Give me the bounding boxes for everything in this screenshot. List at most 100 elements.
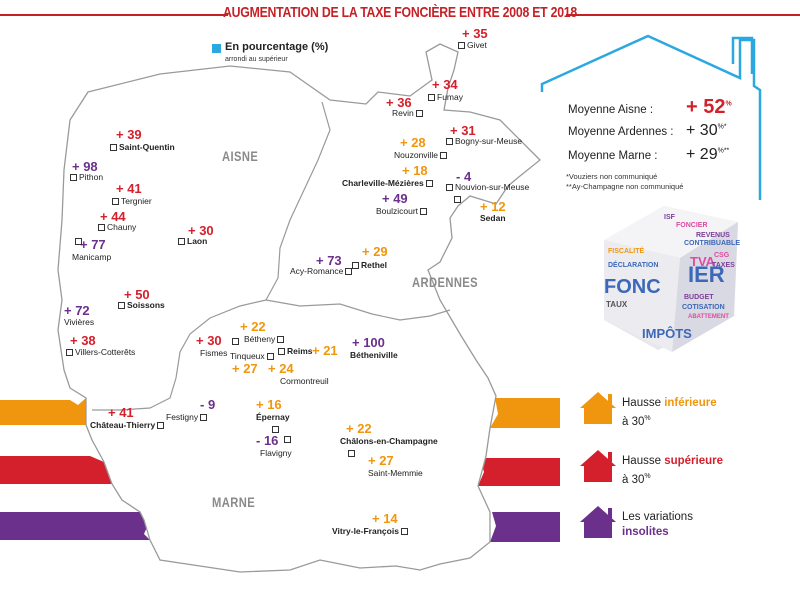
town-betheniville: Bétheniville: [350, 350, 398, 360]
value-cormontreuil: + 24: [268, 361, 294, 376]
avg-value-ardennes: + 30%*: [686, 122, 727, 139]
town-nouvion: Nouvion-sur-Meuse: [444, 182, 529, 192]
value-sedan: + 12: [480, 199, 506, 214]
town-pithon: Pithon: [68, 172, 103, 182]
cube-word-fonc: FONC: [604, 276, 661, 298]
town-chateau-thierry: Château-Thierry: [90, 420, 166, 430]
page-title: AUGMENTATION DE LA TAXE FONCIÈRE ENTRE 2…: [222, 4, 578, 21]
avg-label-marne: Moyenne Marne :: [568, 150, 658, 162]
town-soissons: Soissons: [116, 300, 165, 310]
band-purple-left: [0, 512, 150, 540]
town-givet: Givet: [456, 40, 487, 50]
value-nouzonville: + 28: [400, 135, 426, 150]
cube-word-abattement: ABATTEMENT: [688, 314, 729, 320]
border-ardennes-marne: [265, 299, 451, 321]
cube-word-csg: CSG: [714, 252, 730, 259]
value-tinqueux: + 27: [232, 361, 258, 376]
house-icon-red: [580, 450, 616, 482]
avg-value-marne: + 29%**: [686, 146, 730, 163]
map-outline: [57, 43, 541, 573]
value-betheniville: + 100: [352, 335, 385, 350]
town-cormontreuil: Cormontreuil: [280, 376, 329, 386]
town-saint-memmie: Saint-Memmie: [368, 468, 423, 478]
town-nouzonville: Nouzonville: [394, 150, 449, 160]
flavigny-marker: [282, 434, 293, 444]
town-fumay: Fumay: [426, 92, 463, 102]
cube-word-cotisation: COTISATION: [682, 304, 725, 311]
legend-unusual: Les variations insolites: [622, 511, 693, 538]
town-chauny: Chauny: [96, 222, 136, 232]
town-vivieres: Vivières: [64, 317, 95, 327]
value-festigny: - 9: [200, 397, 216, 412]
cube-word-tva: TVA: [690, 254, 716, 269]
town-flavigny: Flavigny: [260, 448, 292, 458]
house-chimney: [731, 36, 754, 74]
town-saint-quentin: Saint-Quentin: [108, 142, 175, 152]
legend-label: En pourcentage (%): [225, 41, 329, 53]
cube-word-contribuable: CONTRIBUABLE: [684, 240, 740, 247]
town-acy-romance: Acy-Romance: [290, 266, 354, 276]
town-bogny: Bogny-sur-Meuse: [444, 136, 522, 146]
value-laon: + 30: [188, 223, 214, 238]
town-sedan: Sedan: [480, 213, 506, 223]
value-revin: + 36: [386, 95, 412, 110]
value-pithon: + 98: [72, 159, 98, 174]
cube-word-taux: TAUX: [606, 300, 628, 309]
town-epernay: Épernay: [256, 412, 290, 422]
avg-label-aisne: Moyenne Aisne :: [568, 104, 654, 116]
value-saint-quentin: + 39: [116, 127, 142, 142]
town-revin: Revin: [392, 108, 425, 118]
sedan-marker: [452, 194, 463, 204]
town-vitry: Vitry-le-François: [332, 526, 410, 536]
legend-above-30: Hausse supérieure à 30%: [622, 455, 723, 486]
band-red-right: [478, 458, 560, 486]
note-vouziers: *Vouziers non communiqué: [566, 172, 658, 181]
band-purple-right: [490, 512, 560, 542]
cube-word-taxes: TAXES: [712, 262, 735, 269]
town-festigny: Festigny: [166, 412, 209, 422]
house-icon-purple: [580, 506, 616, 538]
border-aisne-marne: [92, 299, 267, 411]
town-boulzicourt: Boulzicourt: [376, 206, 429, 216]
value-reims: + 21: [312, 343, 338, 358]
value-saint-memmie: + 27: [368, 453, 394, 468]
value-soissons: + 50: [124, 287, 150, 302]
town-villers: Villers-Cotterêts: [64, 347, 135, 357]
value-vitry: + 14: [372, 511, 398, 526]
manicamp-marker: [73, 236, 84, 246]
cube-word-ier: IER: [688, 262, 725, 287]
tax-cube-graphic: [604, 206, 738, 352]
epernay-marker: [270, 424, 281, 434]
legend-sublabel: arrondi au supérieur: [225, 56, 288, 63]
value-acy-romance: + 73: [316, 253, 342, 268]
value-epernay: + 16: [256, 397, 282, 412]
value-nouvion: - 4: [456, 169, 472, 184]
value-fumay: + 34: [432, 77, 458, 92]
border-aisne-ardennes: [265, 101, 331, 301]
avg-label-ardennes: Moyenne Ardennes :: [568, 126, 674, 138]
value-flavigny: - 16: [256, 433, 279, 448]
cube-word-isf: ISF: [664, 214, 675, 221]
cube-word-impots: IMPÔTS: [642, 326, 692, 341]
value-rethel: + 29: [362, 244, 388, 259]
cube-word-foncier-small: FONCIER: [676, 222, 708, 229]
cube-word-fiscalite: FISCALITÉ: [608, 248, 645, 255]
band-orange-left: [0, 398, 86, 425]
legend-below-30: Hausse inférieure à 30%: [622, 397, 717, 428]
cube-word-declaration: DÉCLARATION: [608, 262, 659, 269]
value-manicamp: + 77: [80, 237, 106, 252]
band-red-left: [0, 456, 120, 484]
value-chauny: + 44: [100, 209, 126, 224]
town-fismes: Fismes: [200, 348, 228, 358]
avg-value-aisne: + 52%: [686, 96, 732, 118]
value-charleville: + 18: [402, 163, 428, 178]
value-chalons: + 22: [346, 421, 372, 436]
town-reims: Reims: [276, 346, 313, 356]
town-rethel: Rethel: [350, 260, 387, 270]
value-bogny: + 31: [450, 123, 476, 138]
title-rule-left: [0, 14, 228, 16]
band-orange-right: [490, 398, 560, 428]
town-tergnier: Tergnier: [110, 196, 152, 206]
cube-word-revenus: REVENUS: [696, 232, 730, 239]
